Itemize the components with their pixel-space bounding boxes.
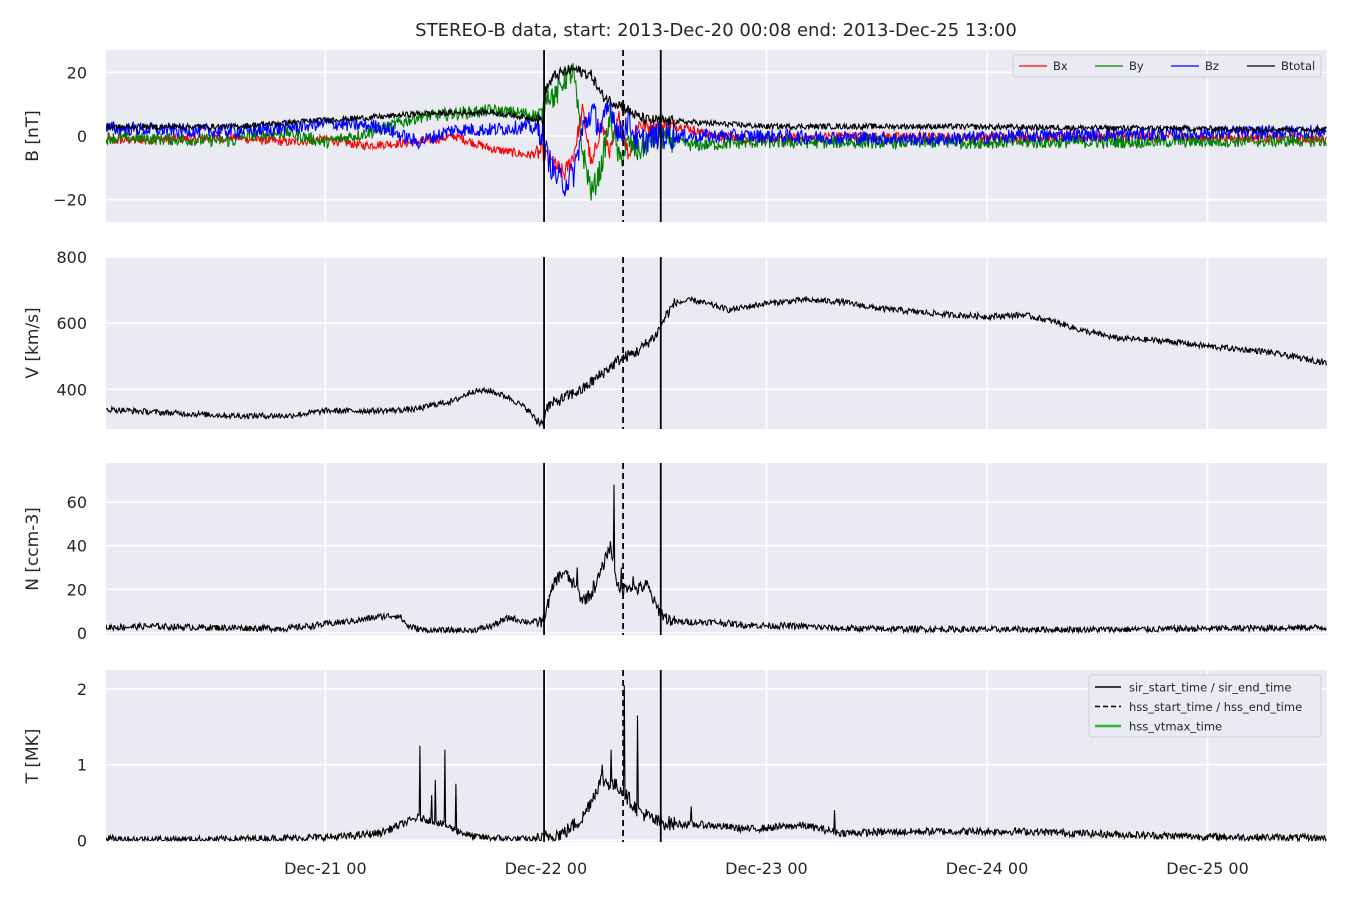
legend-label-bx: Bx (1053, 59, 1068, 73)
y-axis-label: B [nT] (23, 110, 43, 162)
y-tick-label: −20 (53, 191, 87, 210)
series-line-btotal (106, 64, 1327, 135)
x-tick-label: Dec-23 00 (725, 859, 808, 878)
series-line (106, 685, 1327, 842)
y-axis-label: V [km/s] (23, 307, 43, 378)
chart-title: STEREO-B data, start: 2013-Dec-20 00:08 … (415, 20, 1017, 41)
legend-label-btotal: Btotal (1281, 59, 1315, 73)
legend-label: sir_start_time / sir_end_time (1129, 681, 1291, 695)
y-tick-label: 2 (77, 680, 87, 699)
x-tick-label: Dec-21 00 (284, 859, 367, 878)
y-tick-label: 40 (67, 537, 87, 556)
y-tick-label: 800 (56, 248, 87, 267)
x-axis-ticks: Dec-21 00 Dec-22 00 Dec-23 00 Dec-24 00 Dec-… (284, 859, 1249, 878)
y-tick-label: 400 (56, 380, 87, 399)
y-axis-label: T [MK] (23, 729, 43, 785)
panel-t: 0 1 2 T [MK] sir_start_time / sir_end_timehs… (23, 670, 1327, 850)
y-tick-label: 0 (77, 831, 87, 850)
y-tick-label: 0 (77, 624, 87, 643)
legend-label-by: By (1129, 59, 1144, 73)
series-line (106, 295, 1327, 428)
series-line-bz (106, 100, 1327, 197)
panel-n: 0 20 40 60 N [ccm-3] (23, 463, 1327, 643)
x-tick-label: Dec-24 00 (946, 859, 1029, 878)
legend-label: hss_vtmax_time (1129, 720, 1222, 734)
y-axis-label: N [ccm-3] (23, 507, 43, 591)
b-legend: Bx By Bz Btotal (1012, 54, 1322, 78)
legend-label: hss_start_time / hss_end_time (1129, 700, 1302, 714)
y-tick-label: 600 (56, 314, 87, 333)
panel-b: −20 0 20 B [nT] Bx By Bz Btotal (23, 50, 1327, 222)
panel-background (106, 463, 1327, 635)
panel-background (106, 257, 1327, 429)
legend-frame (1088, 674, 1322, 738)
series-line-by (106, 62, 1327, 201)
legend-frame (1012, 54, 1322, 78)
y-tick-label: 20 (67, 63, 87, 82)
legend-label-bz: Bz (1205, 59, 1219, 73)
series-line (106, 484, 1327, 635)
y-tick-label: 0 (77, 127, 87, 146)
x-tick-label: Dec-22 00 (505, 859, 588, 878)
t-legend: sir_start_time / sir_end_time hss_start_t… (1088, 674, 1322, 738)
y-tick-label: 20 (67, 580, 87, 599)
y-tick-label: 60 (67, 493, 87, 512)
y-tick-label: 1 (77, 756, 87, 775)
panel-v: 400 600 800 V [km/s] (23, 248, 1327, 429)
x-tick-label: Dec-25 00 (1166, 859, 1249, 878)
